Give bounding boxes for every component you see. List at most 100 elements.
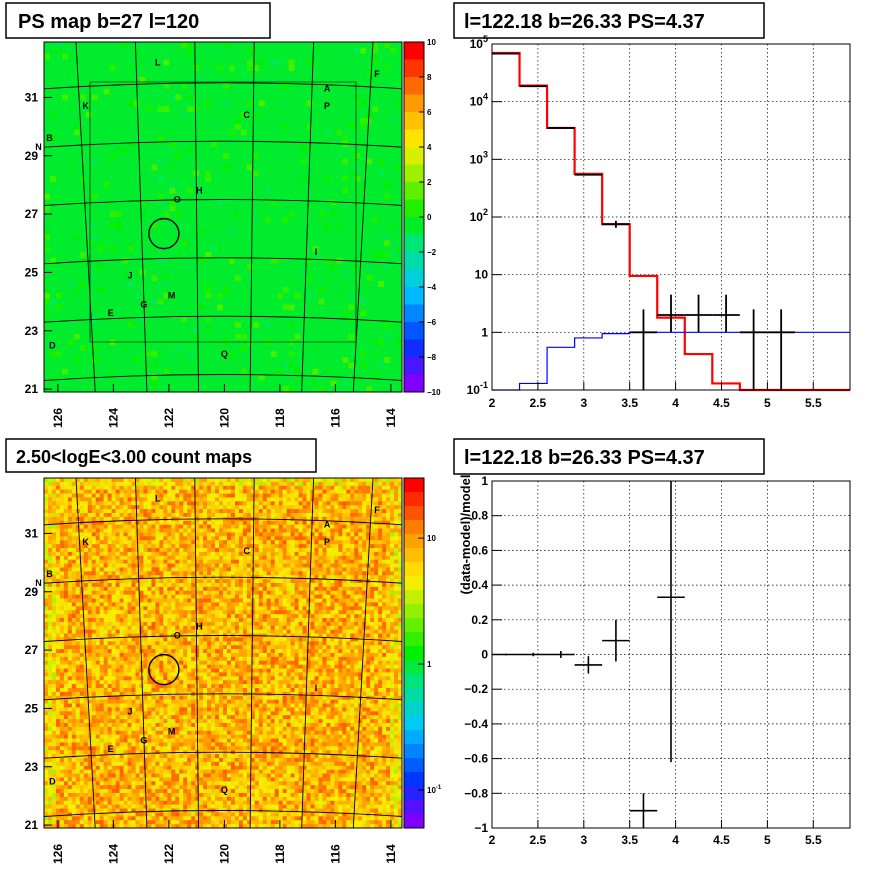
map-pixel bbox=[131, 489, 136, 494]
map-pixel bbox=[322, 505, 327, 510]
map-pixel bbox=[242, 551, 248, 557]
map-pixel bbox=[115, 505, 120, 510]
map-pixel bbox=[191, 649, 196, 654]
map-pixel bbox=[91, 618, 97, 623]
map-pixel bbox=[322, 559, 327, 564]
map-pixel bbox=[334, 551, 339, 557]
map-pixel bbox=[107, 653, 112, 658]
map-pixel bbox=[282, 586, 287, 592]
map-pixel bbox=[262, 579, 268, 584]
map-pixel bbox=[63, 497, 69, 502]
map-pixel bbox=[394, 629, 399, 634]
map-pixel bbox=[372, 53, 379, 60]
map-pixel bbox=[258, 606, 264, 611]
map-pixel bbox=[374, 649, 379, 654]
map-pixel bbox=[51, 618, 57, 623]
map-pixel bbox=[274, 602, 279, 607]
map-pixel bbox=[398, 513, 403, 518]
map-pixel bbox=[342, 513, 347, 518]
map-pixel bbox=[378, 170, 385, 177]
map-pixel bbox=[314, 505, 319, 510]
map-pixel bbox=[374, 641, 379, 646]
map-pixel bbox=[262, 598, 268, 603]
map-pixel bbox=[111, 540, 116, 545]
map-pixel bbox=[119, 478, 124, 483]
map-pixel bbox=[135, 625, 140, 630]
map-pixel bbox=[382, 579, 387, 584]
map-pixel bbox=[394, 649, 399, 654]
map-pixel bbox=[354, 164, 361, 171]
map-pixel bbox=[262, 594, 268, 599]
map-pixel bbox=[258, 610, 264, 615]
map-pixel bbox=[47, 485, 53, 490]
map-pixel bbox=[191, 618, 196, 623]
map-pixel bbox=[270, 641, 276, 646]
map-pixel bbox=[83, 520, 89, 525]
map-pixel bbox=[246, 645, 252, 650]
map-pixel bbox=[298, 583, 303, 588]
map-pixel bbox=[143, 555, 148, 560]
map-pixel bbox=[238, 625, 244, 630]
map-pixel bbox=[171, 489, 176, 494]
map-pixel bbox=[378, 362, 385, 369]
map-pixel bbox=[330, 602, 335, 607]
map-pixel bbox=[199, 228, 206, 235]
map-pixel bbox=[338, 583, 343, 588]
map-pixel bbox=[157, 298, 164, 305]
map-pixel bbox=[336, 292, 343, 299]
map-pixel bbox=[91, 551, 97, 557]
map-pixel bbox=[111, 629, 116, 634]
map-pixel bbox=[83, 497, 89, 502]
map-pixel bbox=[223, 489, 228, 494]
map-pixel bbox=[215, 637, 220, 642]
map-pixel bbox=[187, 571, 192, 576]
map-pixel bbox=[44, 287, 50, 293]
map-pixel bbox=[322, 516, 327, 522]
map-pixel bbox=[314, 625, 319, 630]
map-pixel bbox=[390, 575, 395, 580]
map-pixel bbox=[143, 621, 148, 627]
map-pixel bbox=[127, 590, 132, 595]
map-pixel bbox=[55, 520, 61, 525]
map-pixel bbox=[179, 528, 184, 533]
map-pixel bbox=[191, 606, 196, 611]
map-pixel bbox=[123, 493, 128, 498]
x-tick-label: 4.5 bbox=[713, 396, 730, 410]
map-pixel bbox=[322, 590, 327, 595]
map-pixel bbox=[334, 618, 339, 623]
map-pixel bbox=[63, 583, 69, 588]
map-pixel bbox=[270, 505, 276, 510]
map-pixel bbox=[147, 602, 152, 607]
map-pixel bbox=[246, 485, 252, 490]
map-pixel bbox=[264, 322, 271, 328]
map-pixel bbox=[169, 94, 176, 101]
map-pixel bbox=[246, 555, 252, 560]
map-pixel bbox=[242, 544, 248, 549]
map-pixel bbox=[119, 563, 124, 568]
map-pixel bbox=[246, 501, 252, 506]
map-pixel bbox=[107, 501, 112, 506]
map-pixel bbox=[175, 555, 180, 560]
map-pixel bbox=[44, 516, 49, 522]
map-pixel bbox=[266, 637, 272, 642]
map-pixel bbox=[55, 656, 61, 662]
map-pixel bbox=[358, 532, 363, 537]
map-pixel bbox=[310, 544, 315, 549]
map-pixel bbox=[318, 528, 323, 533]
map-pixel bbox=[199, 551, 204, 557]
map-pixel bbox=[382, 497, 387, 502]
map-pixel bbox=[175, 94, 182, 101]
map-pixel bbox=[75, 614, 81, 619]
map-pixel bbox=[258, 513, 264, 518]
map-pixel bbox=[79, 641, 85, 646]
map-pixel bbox=[175, 563, 180, 568]
map-pixel bbox=[183, 641, 188, 646]
map-pixel bbox=[262, 493, 268, 498]
map-pixel bbox=[246, 559, 252, 564]
map-pixel bbox=[223, 528, 228, 533]
count-map-title: 2.50<logE<3.00 count maps bbox=[16, 447, 252, 467]
map-pixel bbox=[326, 606, 331, 611]
map-pixel bbox=[207, 563, 212, 568]
map-pixel bbox=[51, 649, 57, 654]
map-pixel bbox=[47, 544, 53, 549]
